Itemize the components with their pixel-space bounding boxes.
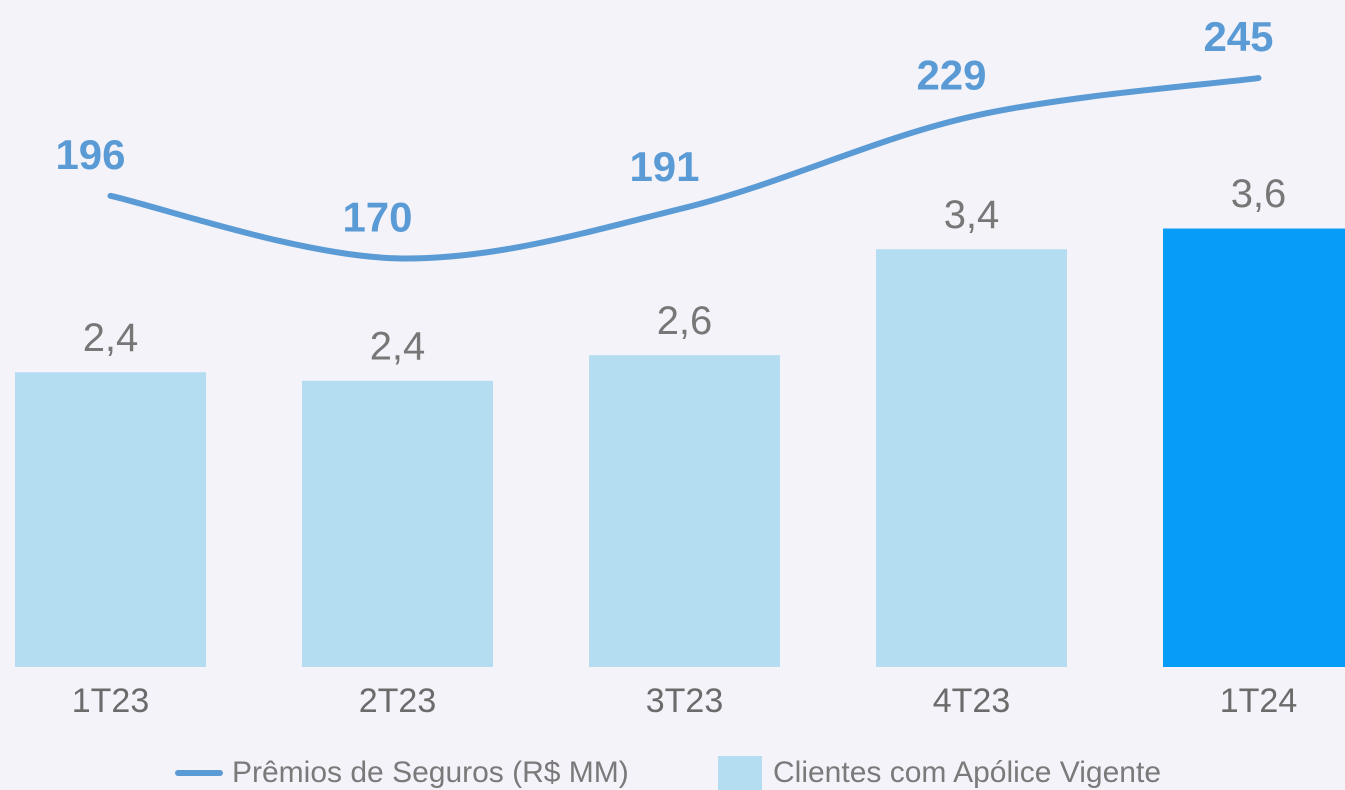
bars: [15, 228, 1345, 668]
x-tick-label: 2T23: [359, 682, 437, 720]
legend-bar-swatch: [718, 756, 762, 790]
line-value-label: 196: [55, 131, 125, 178]
x-tick-label: 3T23: [646, 682, 724, 720]
legend: Prêmios de Seguros (R$ MM) Clientes com …: [175, 756, 1161, 790]
line-value-label: 170: [342, 193, 412, 240]
bar-value-label: 2,6: [657, 299, 713, 343]
bar: [876, 249, 1067, 668]
bar-value-label: 3,6: [1231, 172, 1287, 216]
bar: [1163, 228, 1345, 667]
bar-value-label: 2,4: [370, 324, 426, 368]
line-value-label: 229: [916, 52, 986, 99]
bar: [302, 380, 493, 667]
line-value-label: 191: [629, 143, 699, 190]
x-tick-label: 4T23: [933, 682, 1011, 720]
bar-value-label: 3,4: [944, 193, 1000, 237]
line-value-label: 245: [1203, 13, 1273, 60]
bar: [15, 372, 206, 667]
legend-label: Prêmios de Seguros (R$ MM): [232, 756, 629, 789]
x-tick-label: 1T23: [72, 682, 150, 720]
bar-value-label: 2,4: [83, 316, 139, 360]
labels: 1T23 2T23 3T23 4T23 1T24 2,4 2,4 2,6 3,4 3,6 196 17…: [55, 13, 1297, 720]
line: [107, 75, 1262, 262]
x-tick-label: 1T24: [1220, 682, 1298, 720]
line-layer: [107, 75, 1262, 262]
bar: [589, 355, 780, 667]
legend-label: Clientes com Apólice Vigente: [773, 756, 1161, 789]
